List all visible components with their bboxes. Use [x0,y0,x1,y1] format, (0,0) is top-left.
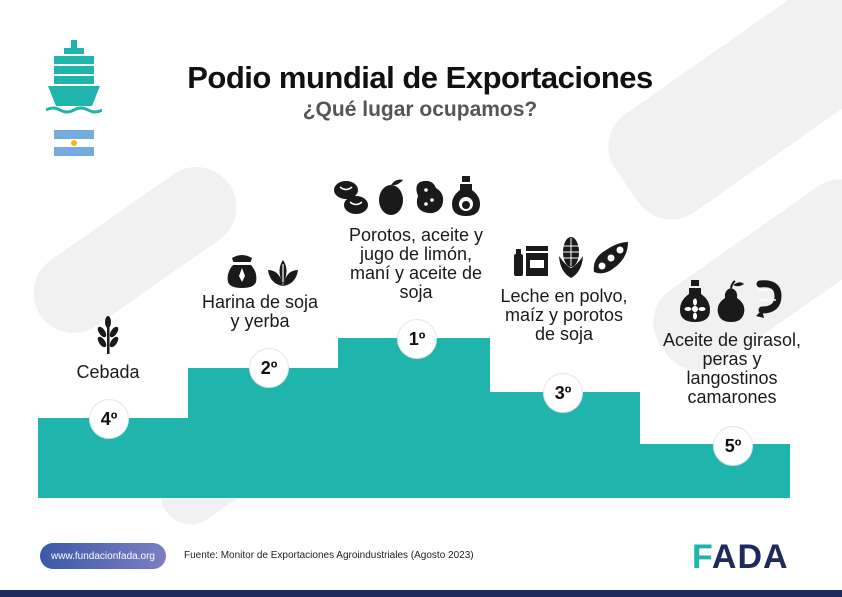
product-label-2: Harina de soja y yerba [201,292,319,331]
rank-badge-3: 3º [544,374,582,412]
wheat-icon [97,316,119,354]
flour-sack-icon [227,255,257,288]
page-title: Podio mundial de Exportaciones [187,60,653,95]
corn-icon [559,237,583,278]
rank-badge-1: 1º [398,320,436,358]
product-label-3: Leche en polvo, maíz y porotos de soja [500,286,628,344]
milk-powder-icon [514,246,548,276]
page-subtitle: ¿Qué lugar ocupamos? [302,98,538,121]
oil-bottle-icon [452,176,480,216]
soybean-pod-icon [593,242,628,274]
podium-block-1 [338,338,490,498]
product-label-5: Aceite de girasol, peras y langostinos c… [662,330,802,407]
argentina-flag-icon [54,130,94,156]
beans-icon [334,181,368,214]
product-label-1: Porotos, aceite y jugo de limón, maní y … [348,225,484,302]
header: Podio mundial de Exportaciones ¿Qué luga… [130,60,710,122]
source-note: Fuente: Monitor de Exportaciones Agroind… [184,550,474,561]
product-label-4: Cebada [76,362,140,382]
rank-badge-5: 5º [714,427,752,465]
website-link[interactable]: www.fundacionfada.org [40,543,166,569]
product-icons-2 [224,252,300,288]
peanut-icon [416,180,444,214]
product-icons-5 [680,280,782,322]
product-icons-4 [96,316,120,354]
shrimp-icon [756,280,782,318]
fada-logo: FADA [692,538,789,576]
podium-block-2 [188,368,340,498]
product-icons-3 [512,236,630,278]
rank-badge-4: 4º [90,400,128,438]
podium-block-5 [638,444,790,498]
rank-badge-2: 2º [250,349,288,387]
cargo-ship-icon [46,40,102,114]
product-icons-1 [332,176,480,216]
leaves-icon [268,260,298,286]
sunflower-oil-icon [680,280,710,322]
pear-icon [717,280,745,322]
bottom-bar [0,590,842,597]
lemon-icon [379,179,403,215]
